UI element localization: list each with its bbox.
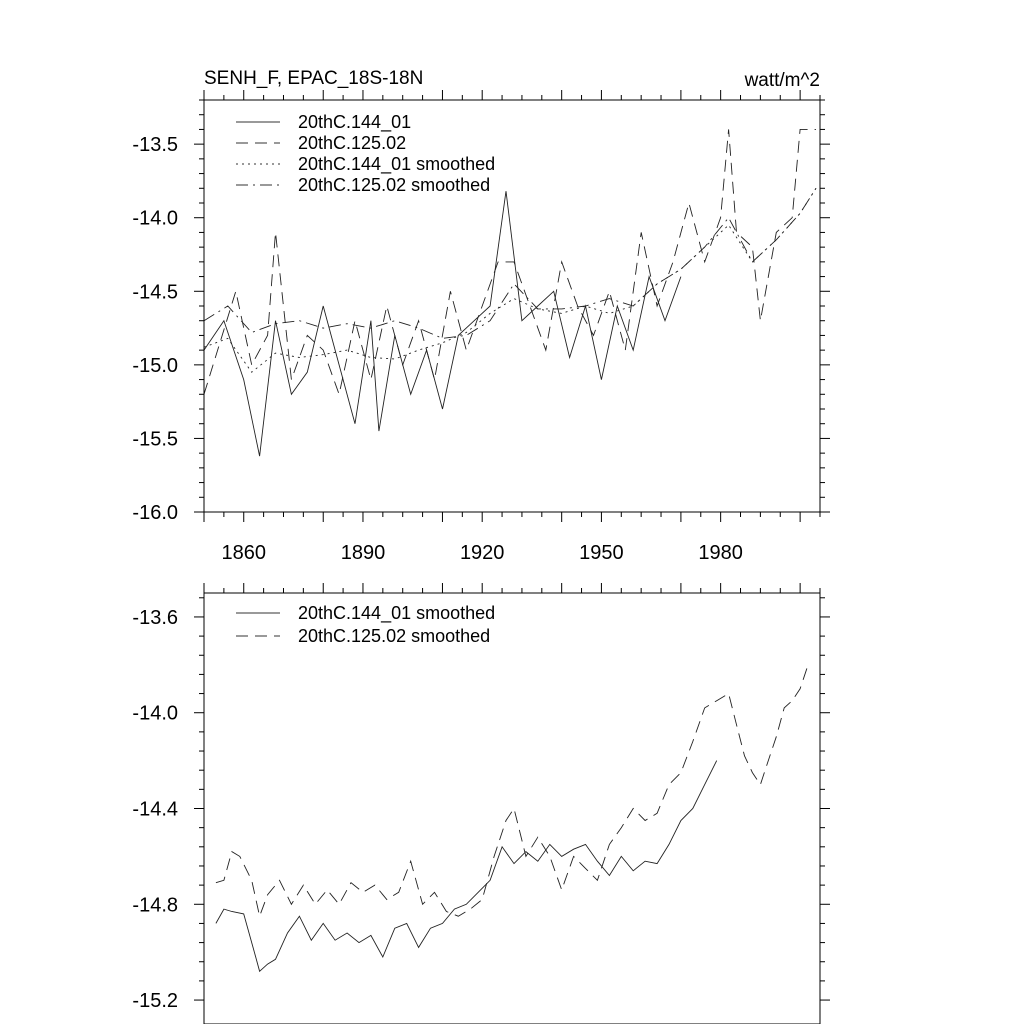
legend-label: 20thC.125.02 <box>298 133 406 153</box>
top-chart: SENH_F, EPAC_18S-18N watt/m^2 1860 1890 19… <box>132 68 830 564</box>
legend-label: 20thC.125.02 smoothed <box>298 626 490 646</box>
y-tick-label: -15.0 <box>132 355 178 377</box>
units-label: watt/m^2 <box>744 70 820 91</box>
y-tick-label: -16.0 <box>132 502 178 524</box>
legend-label: 20thC.144_01 smoothed <box>298 603 495 624</box>
y-tick-label: -15.2 <box>132 990 178 1012</box>
plot-frame <box>203 99 821 513</box>
y-tick-label: -15.5 <box>132 428 178 450</box>
series-line-1 <box>203 128 816 396</box>
x-tick-label: 1980 <box>698 542 743 564</box>
y-tick-label: -13.5 <box>132 134 178 156</box>
y-tick-label: -13.6 <box>132 607 178 629</box>
bottom-chart: -15.2 -14.8 -14.4 -14.0 -13.6 20thC.144_01 s… <box>132 583 830 1024</box>
y-tick-label: -14.0 <box>132 703 178 725</box>
chart-title: SENH_F, EPAC_18S-18N <box>204 68 423 89</box>
legend-label: 20thC.144_01 smoothed <box>298 154 495 175</box>
x-tick-label: 1890 <box>341 542 386 564</box>
y-tick-label: -14.4 <box>132 799 178 821</box>
series-line-3 <box>203 188 817 339</box>
y-tick-label: -14.5 <box>132 281 178 303</box>
series-line-2 <box>203 188 817 373</box>
x-tick-label: 1920 <box>460 542 505 564</box>
series-line-0 <box>215 760 718 973</box>
x-tick-label: 1860 <box>221 542 266 564</box>
y-tick-label: -14.8 <box>132 894 178 916</box>
legend-label: 20thC.125.02 smoothed <box>298 175 490 195</box>
y-tick-label: -14.0 <box>132 208 178 230</box>
plot-frame <box>203 592 821 1024</box>
series-line-0 <box>203 191 682 457</box>
series-line-1 <box>215 664 809 918</box>
legend-label: 20thC.144_01 <box>298 112 411 133</box>
x-tick-label: 1950 <box>579 542 624 564</box>
